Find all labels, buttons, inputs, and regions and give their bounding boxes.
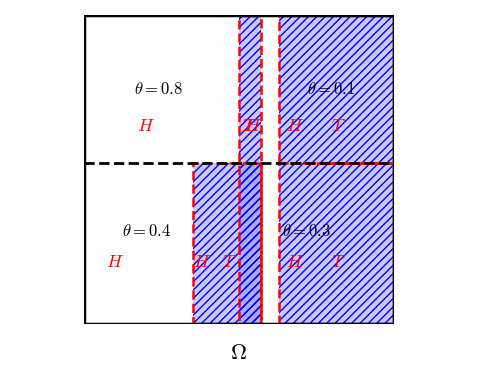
Text: $T$: $T$: [222, 253, 237, 271]
Text: $T$: $T$: [331, 117, 345, 135]
Text: $H$: $H$: [286, 253, 304, 271]
Text: $\theta = 0.8$: $\theta = 0.8$: [134, 80, 183, 98]
Bar: [85, 163, 193, 324]
Text: $\Omega$: $\Omega$: [230, 343, 248, 363]
Text: $H$: $H$: [244, 117, 262, 135]
Bar: [279, 15, 393, 163]
Bar: [261, 15, 279, 163]
Bar: [85, 15, 239, 163]
Bar: [279, 163, 393, 324]
Text: $H$: $H$: [107, 253, 124, 271]
Bar: [239, 15, 261, 324]
Bar: [279, 15, 393, 163]
Text: $\theta = 0.4$: $\theta = 0.4$: [121, 222, 171, 240]
Bar: [239, 15, 261, 324]
Text: $\theta = 0.3$: $\theta = 0.3$: [282, 222, 332, 240]
Text: $H$: $H$: [137, 117, 155, 135]
Bar: [279, 15, 393, 163]
Text: $\theta = 0.1$: $\theta = 0.1$: [307, 80, 356, 98]
Text: $H$: $H$: [286, 117, 304, 135]
Bar: [193, 163, 261, 324]
Text: $H$: $H$: [193, 253, 211, 271]
Bar: [279, 163, 393, 324]
Text: $T$: $T$: [242, 117, 257, 135]
Bar: [239, 15, 261, 324]
Bar: [261, 163, 279, 324]
Bar: [193, 163, 261, 324]
Bar: [193, 163, 261, 324]
Text: $T$: $T$: [331, 253, 345, 271]
Bar: [279, 163, 393, 324]
